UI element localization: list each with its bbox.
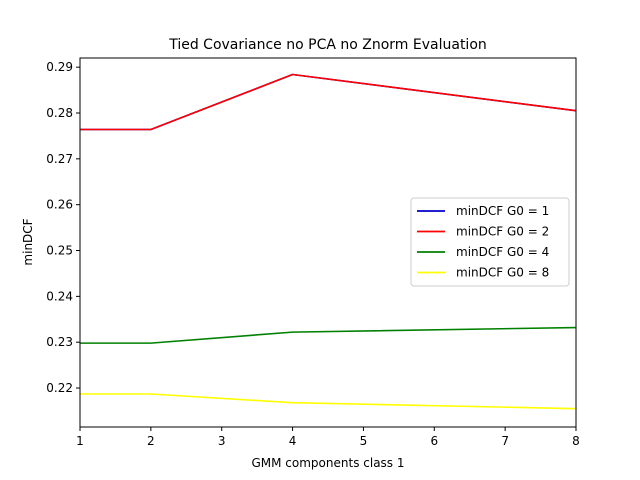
x-tick-label: 1 — [76, 434, 84, 448]
y-tick-label: 0.24 — [46, 289, 73, 303]
y-tick-label: 0.28 — [46, 106, 73, 120]
y-tick-label: 0.23 — [46, 335, 73, 349]
x-tick-label: 3 — [218, 434, 226, 448]
x-tick-label: 2 — [147, 434, 155, 448]
x-axis-label: GMM components class 1 — [251, 456, 404, 470]
series-line-4 — [80, 393, 577, 410]
chart-title: Tied Covariance no PCA no Znorm Evaluati… — [168, 37, 487, 53]
x-tick-label: 7 — [501, 434, 509, 448]
legend-label: minDCF G0 = 1 — [456, 204, 549, 218]
plot-frame — [79, 57, 577, 428]
y-axis-label: minDCF — [21, 218, 35, 265]
x-tick-label: 6 — [430, 434, 438, 448]
plot-lines — [80, 73, 577, 410]
x-tick-label: 8 — [572, 434, 580, 448]
x-tick-label: 5 — [360, 434, 368, 448]
y-tick-label: 0.29 — [46, 60, 73, 74]
legend: minDCF G0 = 1 minDCF G0 = 2 minDCF G0 = 4 m… — [410, 197, 570, 287]
y-tick-label: 0.22 — [46, 381, 73, 395]
legend-box — [410, 197, 570, 287]
series-line-3 — [80, 326, 577, 344]
legend-label: minDCF G0 = 2 — [456, 225, 549, 239]
y-axis: 0.22 0.23 0.24 0.25 0.26 0.27 0.28 0.29 — [46, 60, 80, 395]
legend-label: minDCF G0 = 4 — [456, 245, 549, 259]
x-tick-label: 4 — [289, 434, 297, 448]
series-line-2 — [80, 73, 577, 131]
y-tick-label: 0.25 — [46, 244, 73, 258]
y-tick-label: 0.26 — [46, 198, 73, 212]
x-axis: 1 2 3 4 5 6 7 8 — [76, 427, 580, 448]
y-tick-label: 0.27 — [46, 152, 73, 166]
legend-label: minDCF G0 = 8 — [456, 266, 549, 280]
